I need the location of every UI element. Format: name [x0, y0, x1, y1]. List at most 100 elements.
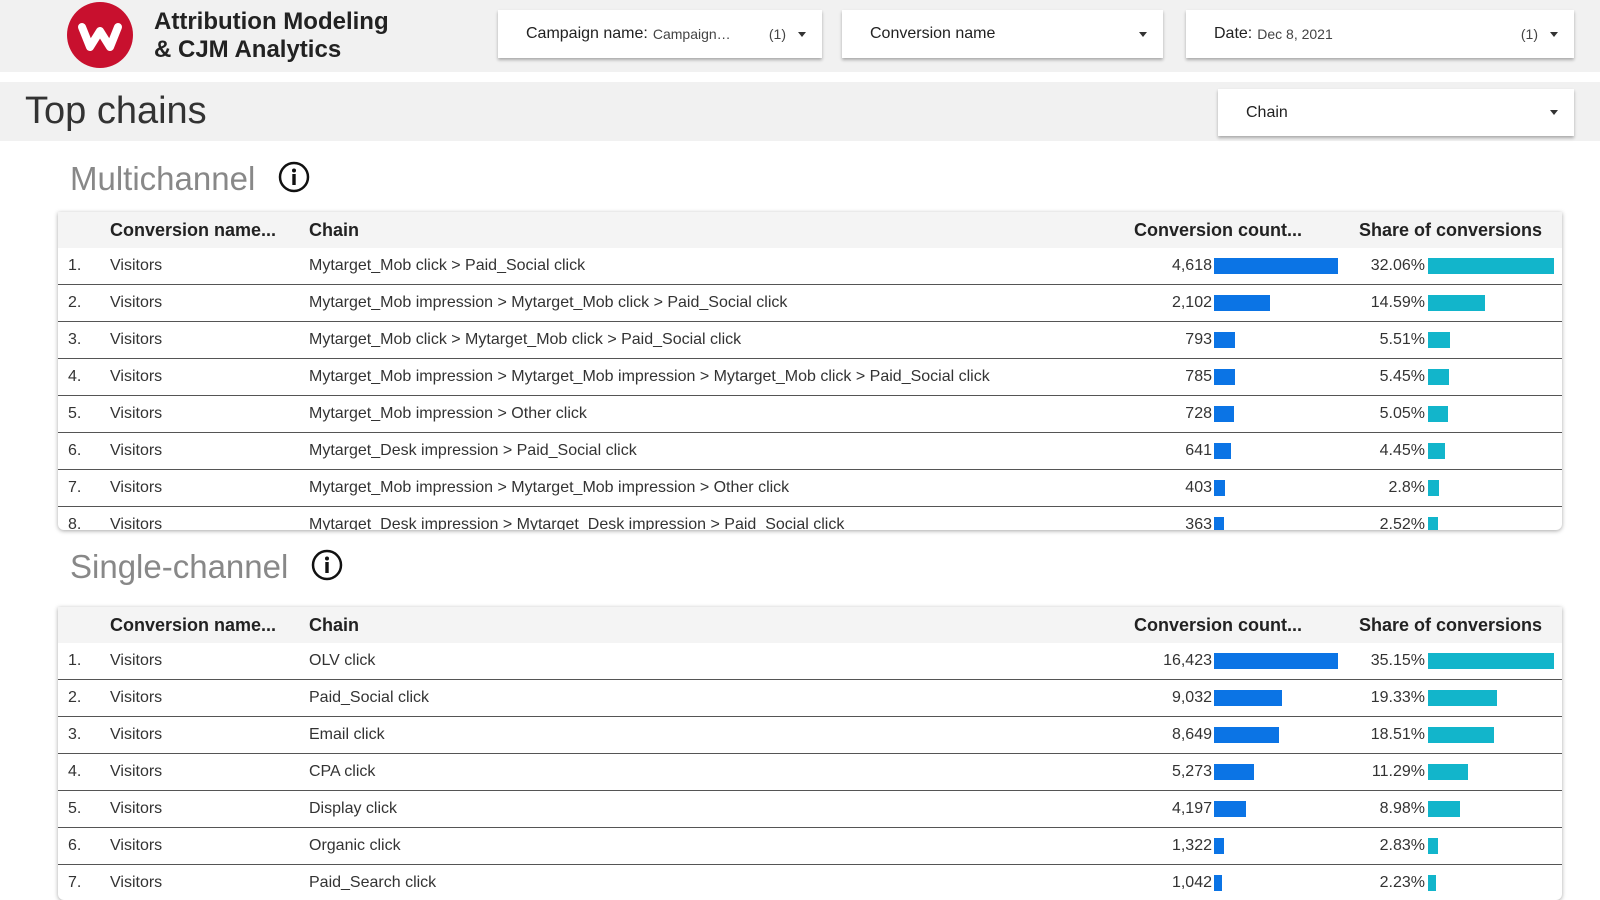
share-bar: [1428, 332, 1450, 348]
conversion-name: Visitors: [110, 331, 163, 348]
filter-count: (1): [768, 26, 786, 42]
column-header[interactable]: Conversion count...: [1133, 615, 1302, 635]
table-row: 2. Visitors Mytarget_Mob impression > Myta…: [58, 285, 1562, 322]
conversion-name: Visitors: [110, 257, 163, 274]
count-label: 4,618: [1171, 257, 1212, 274]
filter-value: Campaign…: [652, 26, 731, 42]
column-header[interactable]: Share of conversions: [1358, 615, 1542, 635]
chain: OLV click: [309, 652, 376, 669]
share-label: 32.06%: [1370, 257, 1425, 274]
row-index: 7.: [68, 479, 82, 496]
table-row: 5. Visitors Mytarget_Mob impression > Othe…: [58, 396, 1562, 433]
chain: Mytarget_Mob impression > Mytarget_Mob i…: [309, 368, 990, 385]
count-label: 16,423: [1163, 652, 1212, 669]
row-index: 5.: [68, 800, 82, 817]
share-bar: [1428, 875, 1436, 891]
table-row: 8. Visitors Mytarget_Desk impression > Myt…: [58, 507, 1562, 530]
column-header[interactable]: Conversion count...: [1133, 220, 1302, 240]
chain: Organic click: [309, 837, 401, 854]
header-row: Conversion name... Chain Conversion count.…: [58, 607, 1562, 643]
view-selector[interactable]: Chain: [1218, 89, 1574, 136]
info-icon[interactable]: [277, 160, 311, 199]
filter-dropdown[interactable]: Conversion name: [842, 10, 1163, 58]
share-bar: [1428, 480, 1439, 496]
row-index: 2.: [68, 689, 82, 706]
share-label: 8.98%: [1379, 800, 1425, 817]
caret: [1550, 110, 1558, 115]
row-index: 4.: [68, 763, 82, 780]
share-label: 2.83%: [1379, 837, 1425, 854]
column-header[interactable]: Share of conversions: [1358, 220, 1542, 240]
share-label: 18.51%: [1370, 726, 1425, 743]
caret: [1139, 31, 1147, 37]
conversion-name: Visitors: [110, 368, 163, 385]
share-bar: [1428, 443, 1446, 459]
share-label: 5.45%: [1379, 368, 1425, 385]
count-bar: [1214, 332, 1236, 348]
filter-dropdown[interactable]: Campaign name: Campaign… (1): [498, 10, 822, 58]
share-bar: [1428, 838, 1439, 854]
row-index: 2.: [68, 294, 82, 311]
column-header[interactable]: Chain: [309, 220, 360, 240]
selector-label: Chain: [1246, 103, 1288, 121]
conversion-name: Visitors: [110, 405, 163, 422]
chain: Paid_Social click: [309, 689, 430, 706]
share-bar: [1428, 258, 1554, 274]
share-label: 35.15%: [1370, 652, 1425, 669]
conversion-name: Visitors: [110, 800, 163, 817]
conversion-name: Visitors: [110, 689, 163, 706]
column-header[interactable]: Chain: [309, 615, 360, 635]
conversion-name: Visitors: [110, 652, 163, 669]
table-row: 1. Visitors Mytarget_Mob click > Paid_Soci…: [58, 248, 1562, 285]
count-label: 4,197: [1171, 800, 1212, 817]
column-header[interactable]: Conversion name...: [110, 615, 277, 635]
table-row: 5. Visitors Display click 4,197 8.98%: [58, 791, 1562, 828]
filter-label: Conversion name: [870, 25, 996, 42]
column-header[interactable]: Conversion name...: [110, 220, 277, 240]
row-index: 4.: [68, 368, 82, 385]
row-index: 1.: [68, 652, 82, 669]
count-bar: [1214, 838, 1224, 854]
conversion-name: Visitors: [110, 874, 163, 891]
count-label: 363: [1185, 516, 1212, 530]
chain: Paid_Search click: [309, 874, 437, 891]
chain: Mytarget_Desk impression > Paid_Social c…: [309, 442, 637, 459]
filter-dropdown[interactable]: Date: Dec 8, 2021 (1): [1186, 10, 1574, 58]
row-index: 8.: [68, 516, 82, 530]
count-bar: [1214, 517, 1224, 530]
count-label: 641: [1185, 442, 1212, 459]
count-bar: [1214, 295, 1271, 311]
data-table: Conversion name... Chain Conversion count.…: [58, 212, 1562, 530]
filter-label: Campaign name:: [526, 25, 648, 42]
share-bar: [1428, 690, 1498, 706]
table-row: 1. Visitors OLV click 16,423 35.15%: [58, 643, 1562, 680]
chain: Mytarget_Mob impression > Other click: [309, 405, 587, 422]
table-row: 7. Visitors Mytarget_Mob impression > Myta…: [58, 470, 1562, 507]
section-title: Single-channel: [70, 548, 289, 585]
count-bar: [1214, 727, 1280, 743]
count-bar: [1214, 480, 1225, 496]
info-glyph: [278, 161, 310, 193]
table-row: 3. Visitors Email click 8,649 18.51%: [58, 717, 1562, 754]
count-label: 1,322: [1171, 837, 1212, 854]
info-icon[interactable]: [310, 548, 344, 587]
conversion-name: Visitors: [110, 763, 163, 780]
share-label: 5.51%: [1379, 331, 1425, 348]
table-row: 4. Visitors CPA click 5,273 11.29%: [58, 754, 1562, 791]
caret: [798, 31, 806, 37]
chain: Display click: [309, 800, 398, 817]
share-bar: [1428, 295, 1486, 311]
count-bar: [1214, 875, 1222, 891]
share-label: 2.52%: [1379, 516, 1425, 530]
table-row: 2. Visitors Paid_Social click 9,032 19.33%: [58, 680, 1562, 717]
share-bar: [1428, 517, 1438, 530]
table-row: 6. Visitors Organic click 1,322 2.83%: [58, 828, 1562, 865]
app-title-line: Attribution Modeling: [154, 8, 389, 35]
table-row: 7. Visitors Paid_Search click 1,042 2.23%: [58, 865, 1562, 900]
table-row: 6. Visitors Mytarget_Desk impression > Pai…: [58, 433, 1562, 470]
count-label: 8,649: [1171, 726, 1212, 743]
count-label: 728: [1185, 405, 1212, 422]
app-title-line: & CJM Analytics: [154, 36, 342, 63]
share-label: 19.33%: [1370, 689, 1425, 706]
